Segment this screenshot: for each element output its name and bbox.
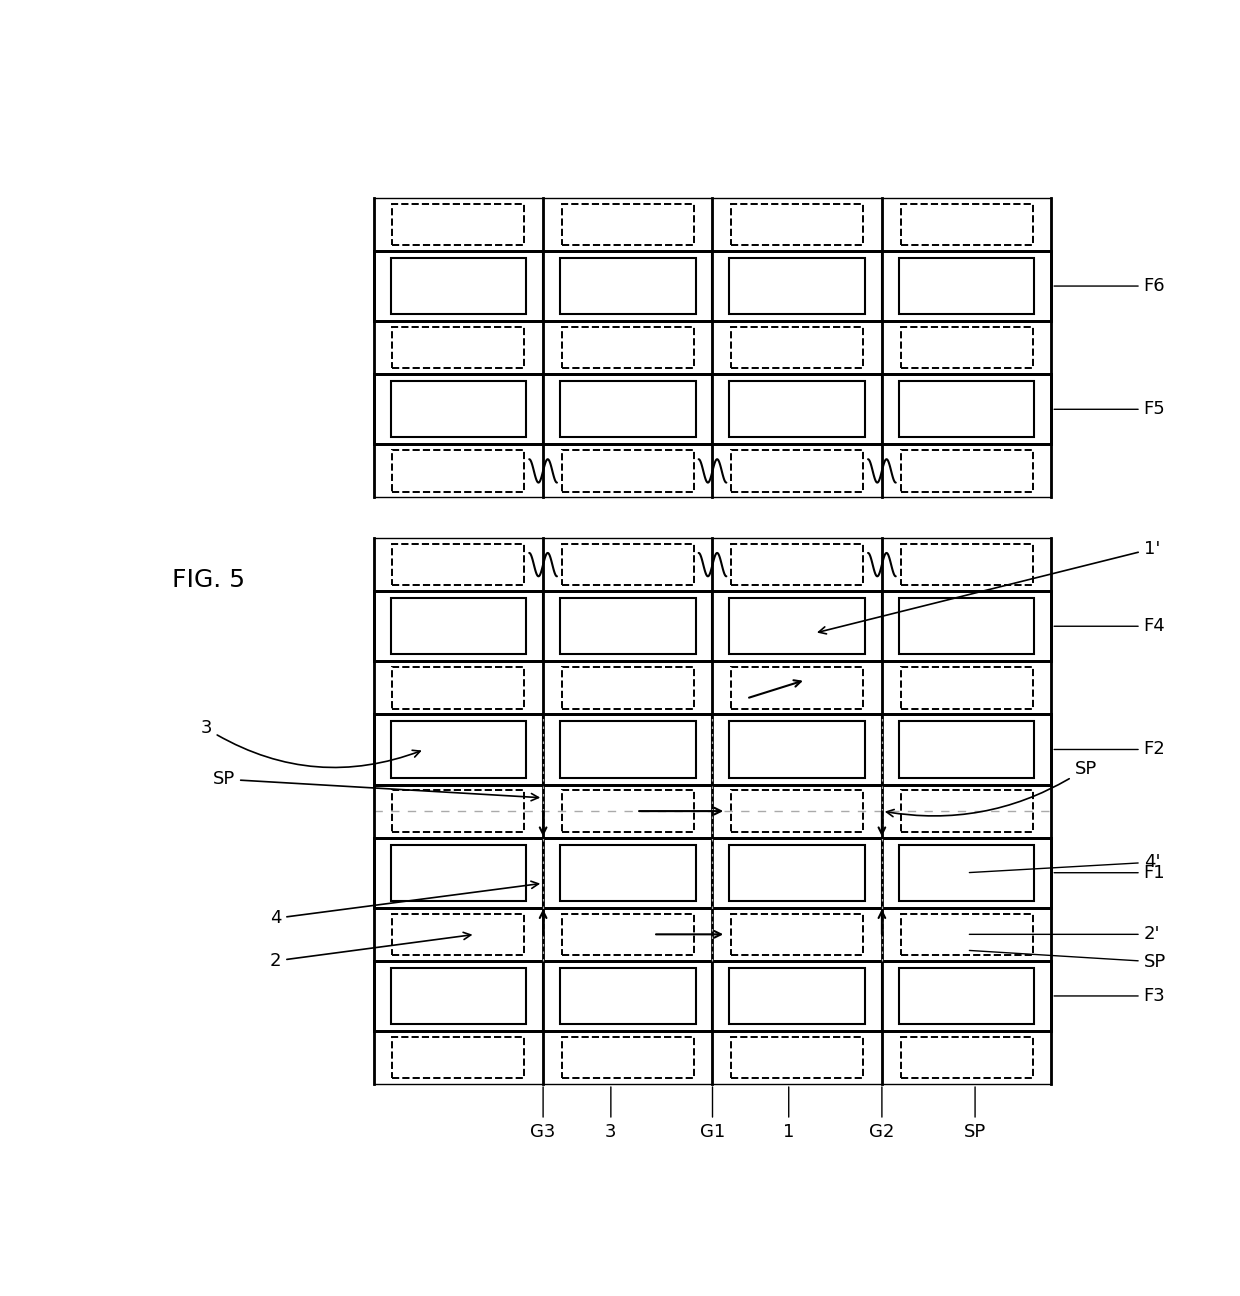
Bar	[392, 544, 525, 586]
Bar	[732, 450, 863, 491]
Bar	[391, 599, 526, 654]
Text: 2': 2'	[970, 925, 1161, 943]
Text: 1: 1	[782, 1087, 795, 1140]
Text: 1': 1'	[818, 540, 1161, 634]
Bar	[900, 791, 1033, 832]
Bar	[392, 1037, 525, 1078]
Bar	[562, 791, 694, 832]
Bar	[391, 258, 526, 314]
Bar	[373, 375, 1052, 445]
Bar	[373, 960, 1052, 1032]
Bar	[899, 845, 1034, 901]
Bar	[560, 845, 696, 901]
Bar	[900, 327, 1033, 368]
Text: G2: G2	[869, 1087, 894, 1140]
Bar	[729, 968, 866, 1024]
Bar	[373, 591, 1052, 661]
Text: F2: F2	[1054, 740, 1166, 758]
Bar	[729, 381, 866, 437]
Bar	[392, 450, 525, 491]
Text: FIG. 5: FIG. 5	[172, 568, 246, 592]
Bar	[392, 203, 525, 245]
Text: F4: F4	[1054, 617, 1166, 635]
Bar	[391, 845, 526, 901]
Text: SP: SP	[887, 759, 1096, 816]
Text: SP: SP	[213, 770, 538, 801]
Bar	[729, 845, 866, 901]
Bar	[560, 381, 696, 437]
Bar	[562, 544, 694, 586]
Text: F1: F1	[1054, 863, 1166, 881]
Bar	[373, 714, 1052, 784]
Bar	[391, 381, 526, 437]
Bar	[900, 667, 1033, 709]
Bar	[562, 450, 694, 491]
Text: G1: G1	[699, 1087, 725, 1140]
Bar	[562, 203, 694, 245]
Bar	[562, 667, 694, 709]
Bar	[900, 1037, 1033, 1078]
Bar	[732, 203, 863, 245]
Bar	[900, 544, 1033, 586]
Bar	[729, 599, 866, 654]
Text: F6: F6	[1054, 277, 1166, 295]
Text: 4': 4'	[970, 853, 1161, 872]
Bar	[732, 914, 863, 955]
Bar	[900, 203, 1033, 245]
Bar	[562, 914, 694, 955]
Bar	[732, 544, 863, 586]
Bar	[560, 258, 696, 314]
Bar	[560, 968, 696, 1024]
Text: 3: 3	[605, 1087, 616, 1140]
Bar	[373, 837, 1052, 907]
Bar	[560, 722, 696, 778]
Text: F5: F5	[1054, 400, 1166, 419]
Bar	[373, 251, 1052, 321]
Bar	[732, 327, 863, 368]
Text: 2: 2	[270, 932, 471, 969]
Bar	[562, 1037, 694, 1078]
Bar	[560, 599, 696, 654]
Bar	[392, 667, 525, 709]
Text: G3: G3	[531, 1087, 556, 1140]
Bar	[562, 327, 694, 368]
Bar	[391, 722, 526, 778]
Bar	[899, 968, 1034, 1024]
Bar	[729, 258, 866, 314]
Bar	[732, 1037, 863, 1078]
Text: 3: 3	[201, 719, 420, 767]
Bar	[899, 722, 1034, 778]
Bar	[391, 968, 526, 1024]
Bar	[899, 381, 1034, 437]
Bar	[392, 327, 525, 368]
Text: SP: SP	[963, 1087, 986, 1140]
Text: 4: 4	[270, 881, 538, 927]
Bar	[392, 791, 525, 832]
Text: F3: F3	[1054, 988, 1166, 1004]
Bar	[732, 667, 863, 709]
Bar	[900, 914, 1033, 955]
Bar	[899, 599, 1034, 654]
Bar	[732, 791, 863, 832]
Bar	[900, 450, 1033, 491]
Text: SP: SP	[970, 950, 1166, 971]
Bar	[729, 722, 866, 778]
Bar	[392, 914, 525, 955]
Bar	[899, 258, 1034, 314]
